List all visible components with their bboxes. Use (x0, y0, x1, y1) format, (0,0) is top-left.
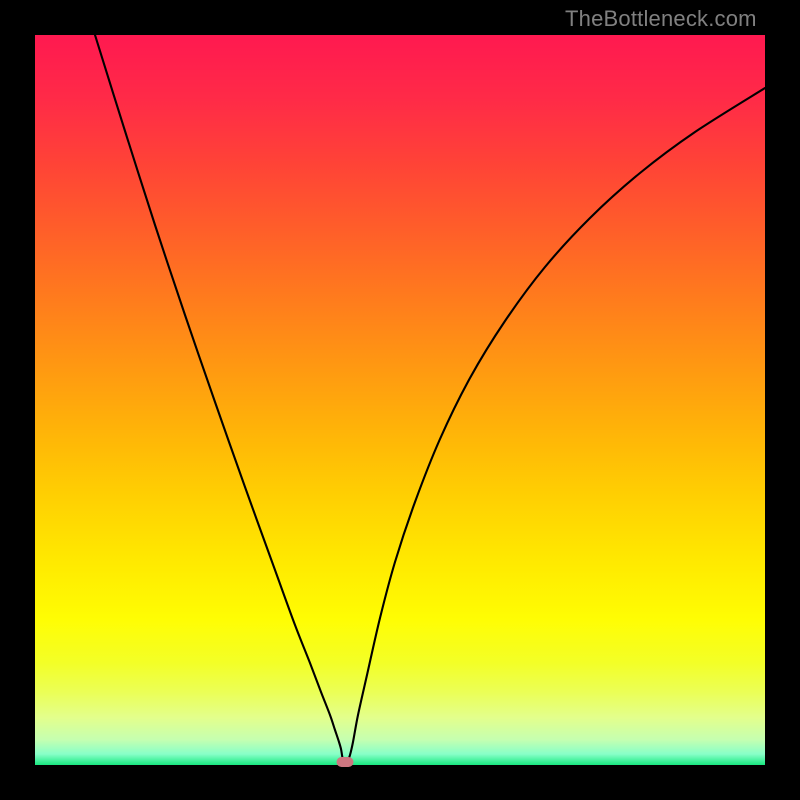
chart-frame: TheBottleneck.com (0, 0, 800, 800)
bottleneck-chart (0, 0, 800, 800)
bottleneck-marker (337, 757, 354, 767)
watermark-text: TheBottleneck.com (565, 6, 757, 32)
plot-background (35, 35, 765, 765)
